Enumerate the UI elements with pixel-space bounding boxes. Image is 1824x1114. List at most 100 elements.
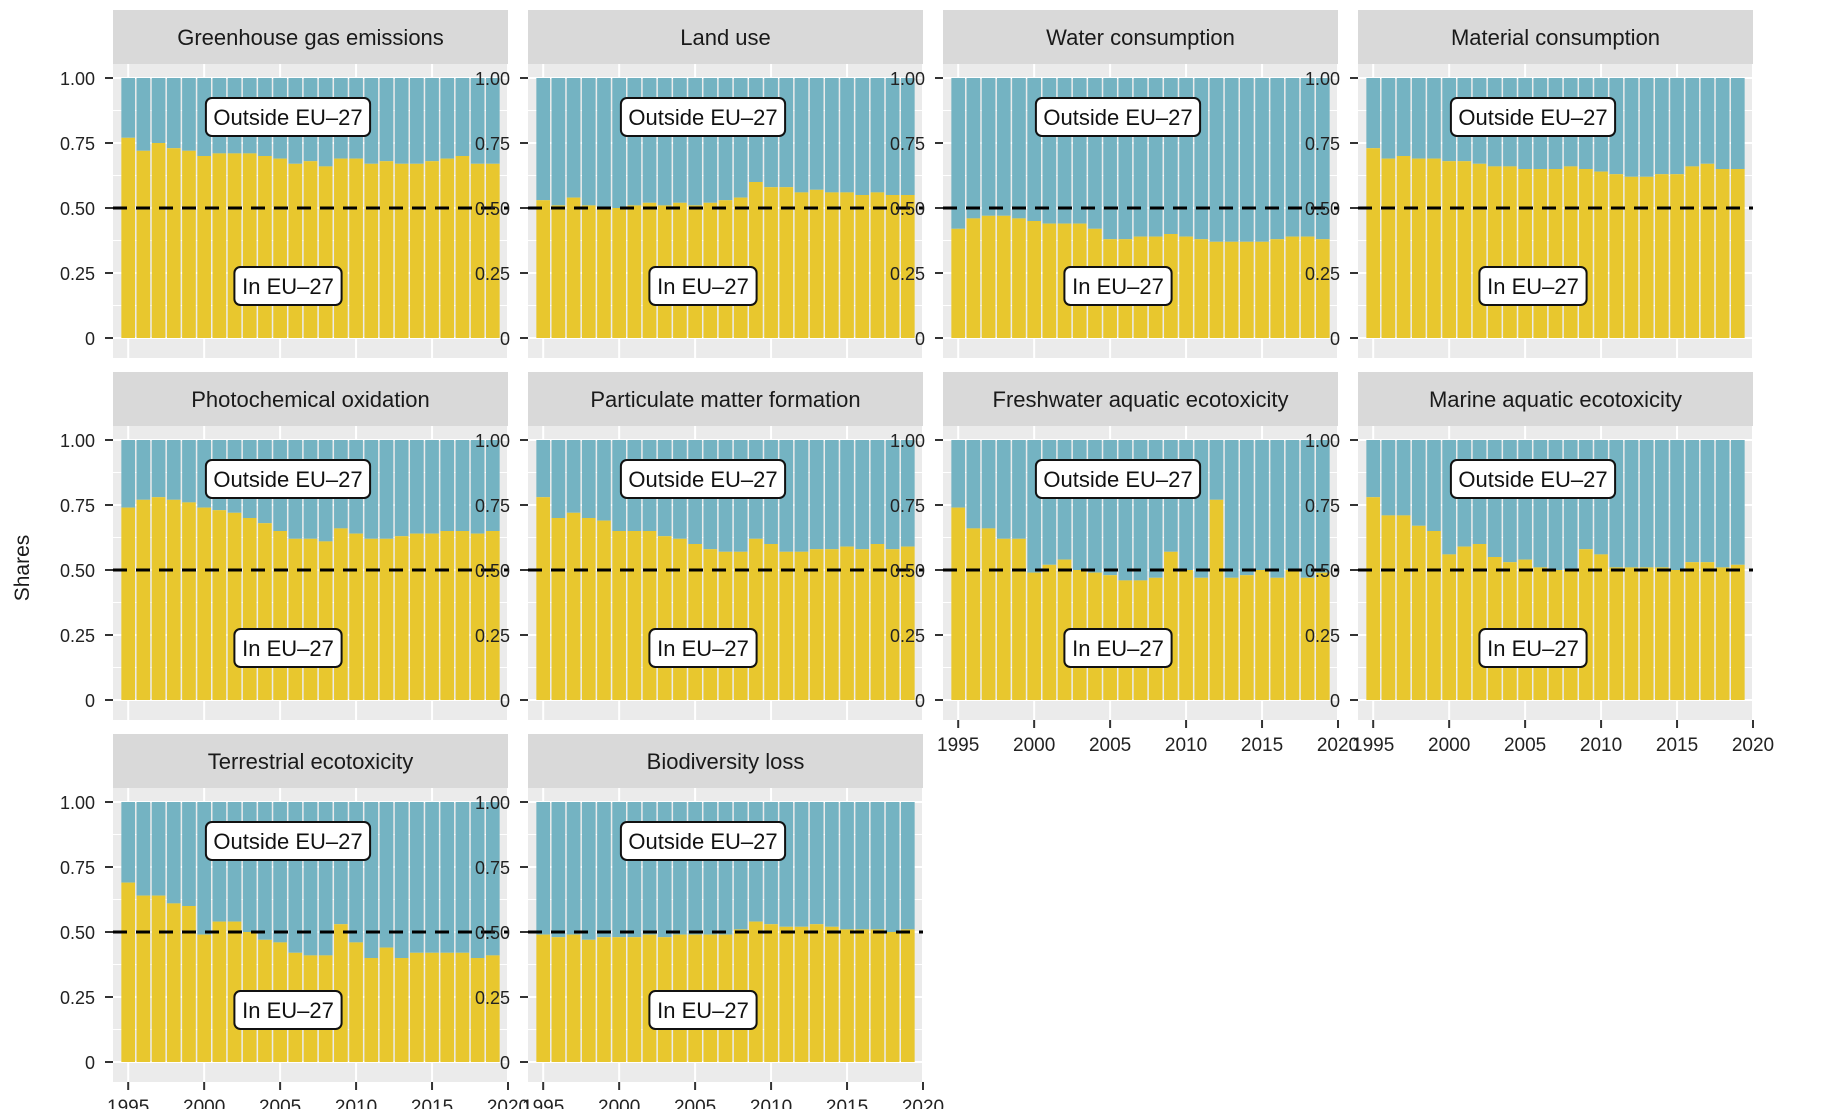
y-tick-label: 1.00 <box>1305 431 1340 451</box>
bar-in-eu <box>349 158 363 338</box>
label-outside-eu-box: Outside EU–27 <box>204 821 372 861</box>
bar-in-eu <box>394 163 409 338</box>
x-tick-label: 2015 <box>411 1097 453 1109</box>
bar-in-eu <box>1285 570 1300 700</box>
x-tick-label: 2000 <box>183 1097 225 1109</box>
bar-in-eu <box>1715 567 1730 700</box>
bar-outside-eu <box>597 802 611 938</box>
bar-in-eu <box>1427 158 1441 338</box>
bar-in-eu <box>121 137 136 338</box>
label-box <box>204 821 372 861</box>
label-in-eu-box: In EU–27 <box>648 628 758 668</box>
bar-in-eu <box>227 153 242 338</box>
bar-outside-eu <box>581 440 596 518</box>
bar-outside-eu <box>394 802 409 958</box>
bar-outside-eu <box>581 78 596 206</box>
bar-in-eu <box>1700 163 1715 338</box>
facet-panel: Greenhouse gas emissions Outside EU–27 In … <box>60 10 509 358</box>
bar-outside-eu <box>703 78 718 203</box>
facet-panel: Particulate matter formation Outside EU–2… <box>475 372 924 720</box>
facet-panel: Biodiversity loss Outside EU–27 In EU–27 0 0… <box>475 734 944 1114</box>
bar-outside-eu <box>1057 440 1072 560</box>
label-in-eu: In EU–27 <box>242 998 334 1023</box>
bar-outside-eu <box>1209 440 1224 500</box>
bar-in-eu <box>612 208 626 338</box>
y-tick-label: 0.75 <box>475 134 510 154</box>
label-outside-eu-box: Outside EU–27 <box>1034 97 1202 137</box>
bar-outside-eu <box>870 78 885 193</box>
bar-in-eu <box>764 924 778 1062</box>
y-tick-label: 0.75 <box>60 134 95 154</box>
bar-in-eu <box>657 536 672 700</box>
bar-in-eu <box>885 549 900 700</box>
bar-in-eu <box>764 544 778 700</box>
bar-outside-eu <box>470 78 485 164</box>
bar-in-eu <box>900 195 915 338</box>
bar-outside-eu <box>900 802 915 930</box>
bar-outside-eu <box>121 440 136 508</box>
bar-outside-eu <box>809 802 824 925</box>
bar-in-eu <box>1042 223 1057 338</box>
bar-in-eu <box>1381 515 1396 700</box>
bar-in-eu <box>718 551 733 700</box>
y-tick-label: 1.00 <box>475 69 510 89</box>
bar-in-eu <box>440 952 455 1062</box>
x-tick-label: 2000 <box>1428 735 1470 756</box>
bar-outside-eu <box>1012 440 1026 539</box>
y-tick-label: 0.75 <box>475 858 510 878</box>
bar-in-eu <box>809 189 824 338</box>
bar-in-eu <box>794 192 809 338</box>
x-tick-label: 2010 <box>1165 735 1207 756</box>
y-tick-label: 1.00 <box>60 69 95 89</box>
bar-outside-eu <box>855 440 870 550</box>
bar-in-eu <box>825 549 839 700</box>
bar-outside-eu <box>394 440 409 537</box>
y-tick-label: 0.75 <box>890 134 925 154</box>
facet-panel: Land use Outside EU–27 In EU–27 0 0.25 0.50 0.… <box>475 10 924 358</box>
bar-in-eu <box>581 518 596 700</box>
bar-in-eu <box>551 937 566 1062</box>
bar-in-eu <box>1255 570 1269 700</box>
bar-in-eu <box>900 929 915 1062</box>
bar-outside-eu <box>1670 78 1684 175</box>
bar-outside-eu <box>1381 440 1396 516</box>
label-in-eu-box: In EU–27 <box>233 990 343 1030</box>
bar-in-eu <box>1670 570 1684 700</box>
bar-in-eu <box>870 544 885 700</box>
bar-outside-eu <box>1518 440 1532 560</box>
bar-outside-eu <box>1285 78 1300 237</box>
bar-in-eu <box>840 192 854 338</box>
y-tick-label: 1.00 <box>890 69 925 89</box>
bar-outside-eu <box>455 78 470 156</box>
bar-in-eu <box>1042 564 1057 700</box>
bar-in-eu <box>1730 169 1745 338</box>
bar-in-eu <box>749 182 763 338</box>
bar-outside-eu <box>166 78 181 149</box>
bar-in-eu <box>485 955 500 1062</box>
bar-in-eu <box>1472 544 1487 700</box>
y-tick-label: 0.75 <box>475 496 510 516</box>
bar-outside-eu <box>764 802 778 925</box>
bar-in-eu <box>1209 241 1224 338</box>
bar-in-eu <box>273 158 287 338</box>
bar-in-eu <box>440 531 455 700</box>
bar-in-eu <box>809 924 824 1062</box>
bar-in-eu <box>551 518 566 700</box>
bar-in-eu <box>855 195 870 338</box>
bar-in-eu <box>1240 241 1254 338</box>
facet-strip <box>113 734 508 788</box>
bar-in-eu <box>455 952 470 1062</box>
bar-in-eu <box>1655 174 1669 338</box>
bar-outside-eu <box>597 440 611 521</box>
bar-outside-eu <box>870 802 885 930</box>
facet-strip <box>1358 372 1753 426</box>
label-in-eu-box: In EU–27 <box>1478 266 1588 306</box>
bar-in-eu <box>1027 221 1041 338</box>
bar-in-eu <box>197 934 211 1062</box>
bar-in-eu <box>1194 239 1209 338</box>
bar-outside-eu <box>1624 440 1639 568</box>
bar-in-eu <box>779 187 794 338</box>
bar-in-eu <box>566 512 581 700</box>
bar-in-eu <box>1012 218 1026 338</box>
bar-in-eu <box>688 544 702 700</box>
